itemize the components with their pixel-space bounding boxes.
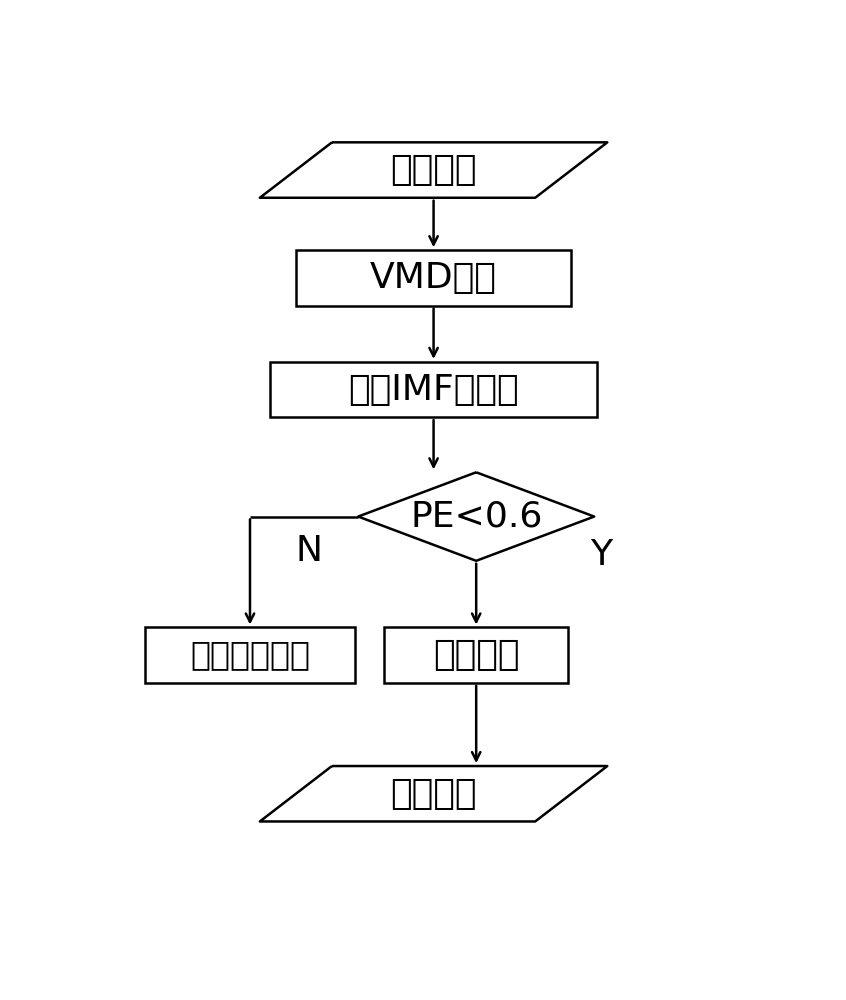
Text: 原始数据: 原始数据: [390, 153, 477, 187]
Bar: [296, 250, 571, 306]
Text: PE<0.6: PE<0.6: [410, 500, 542, 534]
Text: VMD分解: VMD分解: [371, 261, 497, 295]
Text: 计算IMF排列熵: 计算IMF排列熵: [349, 372, 519, 406]
Bar: [384, 627, 568, 683]
Text: 信号重构: 信号重构: [433, 638, 519, 672]
Bar: [146, 627, 355, 683]
Bar: [270, 362, 597, 417]
Text: 高频噪声去除: 高频噪声去除: [190, 639, 310, 672]
Text: 降噪数据: 降噪数据: [390, 777, 477, 811]
Text: Y: Y: [590, 538, 612, 572]
Text: N: N: [295, 534, 322, 568]
